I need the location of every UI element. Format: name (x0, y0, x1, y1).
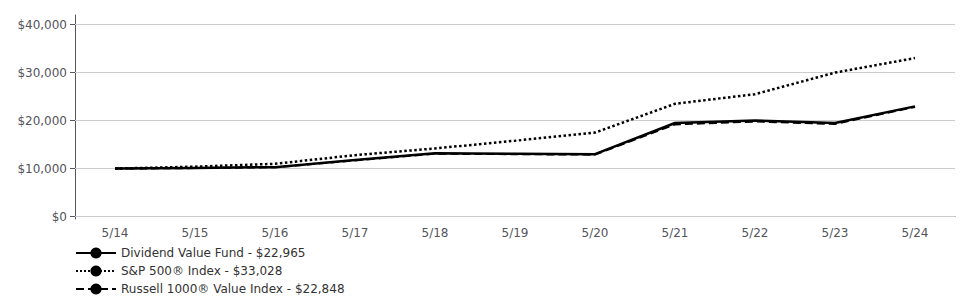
svg-text:5/17: 5/17 (342, 226, 369, 240)
svg-text:5/20: 5/20 (582, 226, 609, 240)
svg-text:5/18: 5/18 (422, 226, 449, 240)
svg-text:$30,000: $30,000 (17, 66, 67, 80)
svg-text:$0: $0 (52, 210, 67, 224)
svg-text:S&P 500® Index - $33,028: S&P 500® Index - $33,028 (121, 264, 282, 278)
svg-text:$20,000: $20,000 (17, 114, 67, 128)
svg-text:5/14: 5/14 (102, 226, 129, 240)
svg-text:$40,000: $40,000 (17, 18, 67, 32)
svg-text:5/24: 5/24 (902, 226, 929, 240)
svg-text:5/23: 5/23 (822, 226, 849, 240)
svg-text:Russell 1000® Value Index - $2: Russell 1000® Value Index - $22,848 (121, 282, 345, 296)
svg-text:Dividend Value Fund - $22,965: Dividend Value Fund - $22,965 (121, 246, 305, 260)
svg-text:$10,000: $10,000 (17, 162, 67, 176)
svg-text:5/15: 5/15 (182, 226, 209, 240)
svg-text:5/21: 5/21 (662, 226, 689, 240)
svg-text:5/16: 5/16 (262, 226, 289, 240)
svg-text:5/22: 5/22 (742, 226, 769, 240)
svg-text:5/19: 5/19 (502, 226, 529, 240)
